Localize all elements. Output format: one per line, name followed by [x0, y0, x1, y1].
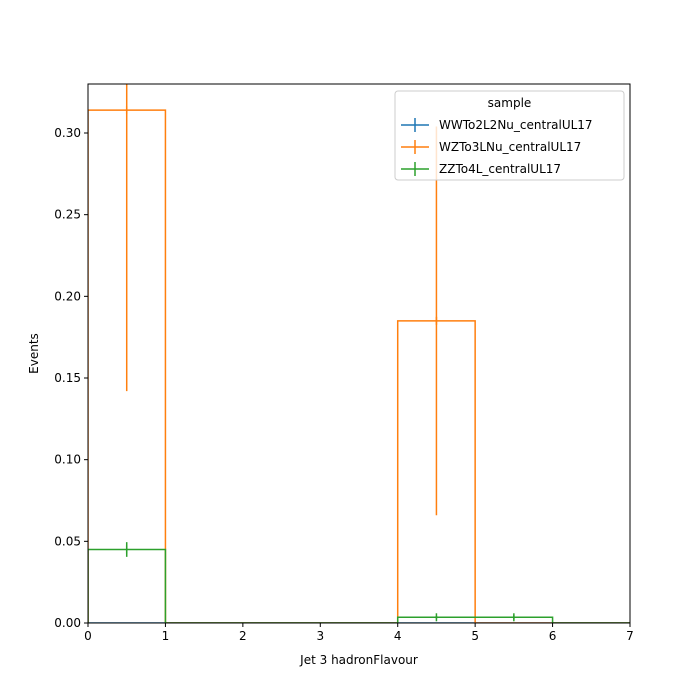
x-tick-label: 2	[239, 629, 247, 643]
legend-box	[394, 90, 625, 181]
legend-label: ZZTo4L_centralUL17	[439, 162, 561, 176]
y-tick-label: 0.25	[54, 208, 81, 222]
legend-entry: WZTo3LNu_centralUL17	[401, 140, 581, 154]
y-tick-label: 0.10	[54, 453, 81, 467]
series-1-step-line	[88, 109, 630, 623]
y-axis-label: Events	[27, 333, 41, 374]
y-tick-label: 0.05	[54, 534, 81, 548]
legend-title: sample	[488, 96, 532, 110]
series-2	[88, 542, 630, 623]
x-tick-label: 7	[626, 629, 634, 643]
y-tick-label: 0.15	[54, 371, 81, 385]
legend-items: WWTo2L2Nu_centralUL17 WZTo3LNu_centralUL1…	[401, 118, 593, 176]
y-tick-label: 0.30	[54, 126, 81, 140]
x-tick-label: 4	[394, 629, 402, 643]
y-tick-label: 0.00	[54, 616, 81, 630]
x-tick-label: 0	[84, 629, 92, 643]
y-tick-label: 0.20	[54, 289, 81, 303]
x-tick-label: 6	[549, 629, 557, 643]
x-tick-label: 1	[162, 629, 170, 643]
legend-label: WZTo3LNu_centralUL17	[439, 140, 581, 154]
y-axis: 0.00 0.05 0.10 0.15 0.20 0.25 0.30	[54, 126, 88, 630]
legend: sample WWTo2L2Nu_centralUL17 WZTo3LNu_cen…	[394, 90, 625, 181]
x-axis-label: Jet 3 hadronFlavour	[299, 653, 418, 667]
x-tick-label: 5	[471, 629, 479, 643]
legend-entry: WWTo2L2Nu_centralUL17	[401, 118, 593, 132]
series-layer	[88, 84, 630, 623]
legend-entry: ZZTo4L_centralUL17	[401, 162, 561, 176]
legend-label: WWTo2L2Nu_centralUL17	[439, 118, 593, 132]
x-axis: 0 1 2 3 4 5 6 7	[84, 623, 634, 643]
plot-frame	[87, 83, 631, 624]
series-2-step-line	[88, 548, 630, 623]
series-1	[88, 84, 630, 623]
x-tick-label: 3	[316, 629, 324, 643]
